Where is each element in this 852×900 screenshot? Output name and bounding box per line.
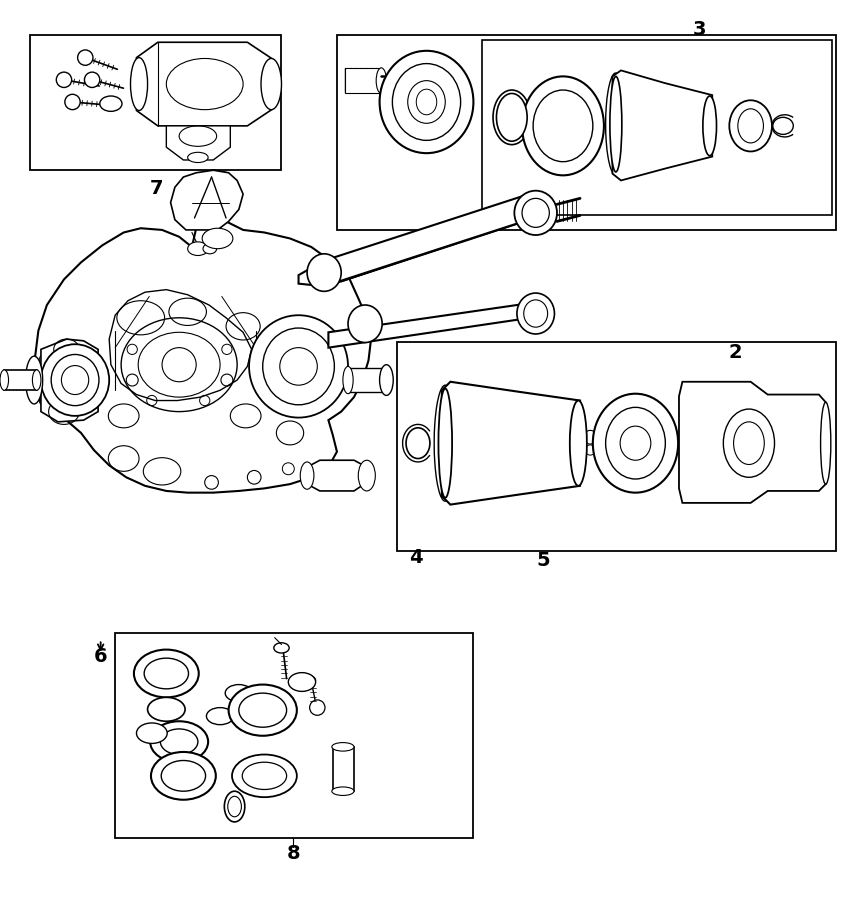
Bar	[115, 634, 473, 838]
Ellipse shape	[206, 707, 233, 724]
Text: 3: 3	[692, 20, 705, 39]
Polygon shape	[41, 339, 98, 422]
Text: 8: 8	[286, 844, 300, 863]
Bar	[4, 370, 37, 391]
Ellipse shape	[702, 96, 716, 156]
Ellipse shape	[151, 752, 216, 800]
Ellipse shape	[331, 787, 354, 796]
Polygon shape	[136, 42, 273, 126]
Polygon shape	[612, 70, 711, 181]
Text: 6: 6	[94, 647, 107, 666]
Circle shape	[309, 700, 325, 716]
Bar	[396, 342, 835, 551]
Circle shape	[65, 94, 80, 110]
Ellipse shape	[147, 698, 185, 721]
Ellipse shape	[273, 643, 289, 653]
Polygon shape	[328, 303, 530, 347]
Ellipse shape	[514, 191, 556, 235]
Bar	[30, 35, 281, 170]
Ellipse shape	[136, 723, 167, 743]
Polygon shape	[441, 382, 579, 505]
Ellipse shape	[300, 462, 314, 490]
Bar	[332, 747, 354, 791]
Text: 7: 7	[149, 179, 163, 199]
Ellipse shape	[261, 58, 281, 110]
Ellipse shape	[202, 229, 233, 248]
Ellipse shape	[249, 315, 348, 418]
Ellipse shape	[288, 672, 315, 691]
Ellipse shape	[358, 460, 375, 491]
Ellipse shape	[820, 402, 830, 484]
Circle shape	[78, 50, 93, 66]
Bar	[337, 35, 835, 230]
Ellipse shape	[521, 76, 603, 176]
Ellipse shape	[150, 721, 208, 762]
Ellipse shape	[307, 254, 341, 292]
Ellipse shape	[228, 685, 296, 736]
Bar	[481, 40, 831, 214]
Ellipse shape	[0, 370, 9, 391]
Circle shape	[84, 72, 100, 87]
Ellipse shape	[41, 344, 109, 416]
Ellipse shape	[438, 389, 452, 498]
Ellipse shape	[772, 117, 792, 134]
Circle shape	[56, 72, 72, 87]
Ellipse shape	[225, 685, 252, 702]
Ellipse shape	[516, 293, 554, 334]
Text: 5: 5	[536, 552, 550, 571]
Ellipse shape	[592, 393, 677, 492]
Ellipse shape	[303, 676, 315, 685]
Ellipse shape	[134, 650, 199, 698]
Ellipse shape	[609, 76, 621, 172]
Bar	[348, 368, 386, 392]
Ellipse shape	[406, 428, 429, 458]
Ellipse shape	[232, 754, 296, 797]
Bar	[345, 68, 381, 94]
Ellipse shape	[187, 242, 208, 256]
Circle shape	[584, 445, 595, 455]
Ellipse shape	[130, 58, 147, 111]
Ellipse shape	[376, 68, 386, 94]
Ellipse shape	[343, 366, 353, 393]
Ellipse shape	[348, 305, 382, 343]
Polygon shape	[170, 170, 243, 230]
Ellipse shape	[569, 400, 586, 486]
Ellipse shape	[51, 355, 99, 406]
Ellipse shape	[32, 370, 41, 391]
Ellipse shape	[26, 356, 43, 404]
Ellipse shape	[187, 152, 208, 163]
Ellipse shape	[379, 364, 393, 395]
Circle shape	[583, 430, 596, 444]
Text: 2: 2	[728, 343, 741, 363]
Ellipse shape	[224, 791, 245, 822]
Text: 1: 1	[458, 459, 471, 478]
Ellipse shape	[100, 96, 122, 112]
Ellipse shape	[728, 100, 771, 151]
Polygon shape	[307, 460, 366, 491]
Ellipse shape	[496, 94, 527, 141]
Text: 4: 4	[408, 548, 422, 567]
Polygon shape	[34, 170, 371, 492]
Ellipse shape	[331, 742, 354, 752]
Ellipse shape	[203, 244, 216, 254]
Polygon shape	[166, 126, 230, 160]
Polygon shape	[678, 382, 825, 503]
Ellipse shape	[379, 50, 473, 153]
Polygon shape	[298, 194, 554, 286]
